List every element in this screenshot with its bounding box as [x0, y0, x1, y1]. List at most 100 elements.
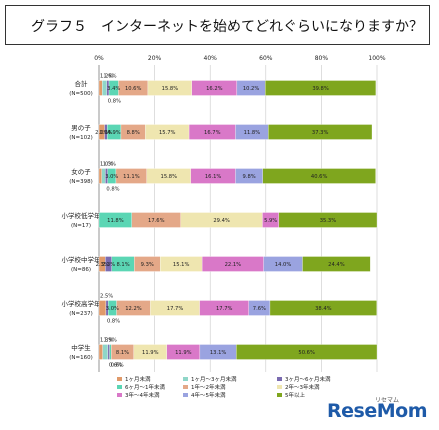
data-label: 39.8%: [312, 86, 329, 92]
data-label: 1.9%: [104, 338, 117, 344]
data-label: 2.3%: [96, 262, 109, 268]
x-tick-label: 100%: [368, 55, 385, 62]
category-n-label: (N=398): [69, 179, 93, 185]
data-label: 1.0%: [100, 162, 113, 168]
data-label: 2.3%: [102, 262, 115, 268]
data-label: 13.1%: [210, 350, 227, 356]
data-label: 15.1%: [173, 262, 190, 268]
category-label: 小学校高学年: [62, 299, 102, 308]
category-n-label: (N=17): [71, 223, 91, 229]
legend-swatch: [117, 377, 122, 381]
data-label: 40.6%: [311, 174, 328, 180]
bar-segment: [278, 212, 378, 228]
category-label: 小学校低学年: [62, 211, 102, 220]
data-label: 12.2%: [125, 306, 142, 312]
legend-label: 2年～3年未満: [285, 383, 320, 391]
x-tick-label: 0%: [94, 55, 104, 62]
legend-label: 1年～2年未満: [191, 383, 226, 391]
legend-label: 1ヶ月未満: [125, 375, 151, 383]
category-n-label: (N=500): [69, 91, 93, 97]
data-label: 15.8%: [162, 86, 179, 92]
data-label: 11.8%: [244, 130, 261, 136]
data-label: 16.1%: [205, 174, 222, 180]
chart-title: グラフ５ インターネットを始めてどれぐらいになりますか？: [31, 19, 423, 35]
x-tick-label: 20%: [148, 55, 162, 62]
legend-swatch: [277, 377, 282, 381]
bar-segment: [236, 344, 378, 360]
category-label: 小学校中学年: [62, 255, 102, 264]
data-label: 3.0%: [106, 306, 119, 312]
data-label: 11.8%: [107, 218, 124, 224]
category-label: 中学生: [71, 343, 91, 352]
data-label: 2.0%: [95, 130, 108, 136]
x-tick-label: 80%: [315, 55, 329, 62]
data-label: 3.4%: [107, 86, 120, 92]
data-label: 10.2%: [243, 86, 260, 92]
data-label: 0.6%: [109, 363, 122, 369]
bar-segment: [98, 168, 102, 184]
legend-label: 4年～5年未満: [191, 391, 226, 399]
bar-segment: [98, 344, 103, 360]
legend-label: 5年以上: [285, 391, 305, 399]
legend-label: 6ヶ月～1年未満: [125, 383, 165, 391]
data-label: 17.6%: [148, 218, 165, 224]
data-label: 4.9%: [108, 130, 121, 136]
data-label: 17.7%: [216, 306, 233, 312]
data-label: 1.6%: [103, 74, 116, 80]
bar-segment: [302, 256, 371, 272]
bar-segment: [102, 344, 109, 360]
chart-title-box: グラフ５ インターネットを始めてどれぐらいになりますか？: [5, 5, 430, 45]
data-label: 1.0%: [99, 130, 112, 136]
legend-swatch: [183, 377, 188, 381]
data-label: 8.8%: [127, 130, 140, 136]
data-label: 29.4%: [213, 218, 230, 224]
data-label: 0.8%: [107, 319, 120, 325]
bar-segment: [98, 80, 103, 96]
data-label: 0.6%: [111, 363, 124, 369]
data-label: 14.0%: [275, 262, 292, 268]
data-label: 1.3%: [103, 162, 116, 168]
data-label: 8.1%: [116, 262, 129, 268]
data-label: 9.3%: [141, 262, 154, 268]
category-label: 女の子: [71, 167, 91, 176]
data-label: 16.7%: [204, 130, 221, 136]
legend-label: 3年～4年未満: [125, 391, 160, 399]
legend-label: 3ヶ月～6ヶ月未満: [285, 375, 331, 383]
legend-swatch: [277, 385, 282, 389]
category-label: 合計: [75, 79, 89, 88]
x-tick-label: 60%: [259, 55, 273, 62]
bar-segment: [265, 80, 377, 96]
data-label: 0.8%: [106, 187, 119, 193]
data-label: 11.1%: [123, 174, 140, 180]
data-label: 11.9%: [142, 350, 159, 356]
category-n-label: (N=102): [69, 135, 93, 141]
data-label: 15.7%: [159, 130, 176, 136]
data-label: 24.4%: [328, 262, 345, 268]
data-label: 3.0%: [105, 174, 118, 180]
x-tick-label: 40%: [204, 55, 218, 62]
bar-segment: [109, 344, 112, 360]
data-label: 0.8%: [108, 99, 121, 105]
legend-swatch: [117, 393, 122, 397]
data-label: 22.1%: [225, 262, 242, 268]
data-label: 1.2%: [100, 74, 113, 80]
resemom-logo: ReseMom: [327, 400, 427, 422]
data-label: 17.7%: [167, 306, 184, 312]
data-label: 38.4%: [315, 306, 332, 312]
data-label: 1.3%: [100, 338, 113, 344]
bar-segment: [269, 300, 377, 316]
data-label: 8.1%: [116, 350, 129, 356]
data-label: 35.3%: [320, 218, 337, 224]
category-label: 男の子: [71, 124, 91, 132]
data-label: 5.9%: [264, 218, 277, 224]
data-label: 10.6%: [125, 86, 142, 92]
category-n-label: (N=86): [71, 267, 91, 273]
legend-swatch: [117, 385, 122, 389]
bar-segment: [102, 80, 107, 96]
watermark-subtitle: リセマム: [374, 397, 399, 404]
legend-swatch: [183, 385, 188, 389]
data-label: 16.2%: [206, 86, 223, 92]
data-label: 11.9%: [175, 350, 192, 356]
category-n-label: (N=160): [69, 355, 93, 361]
